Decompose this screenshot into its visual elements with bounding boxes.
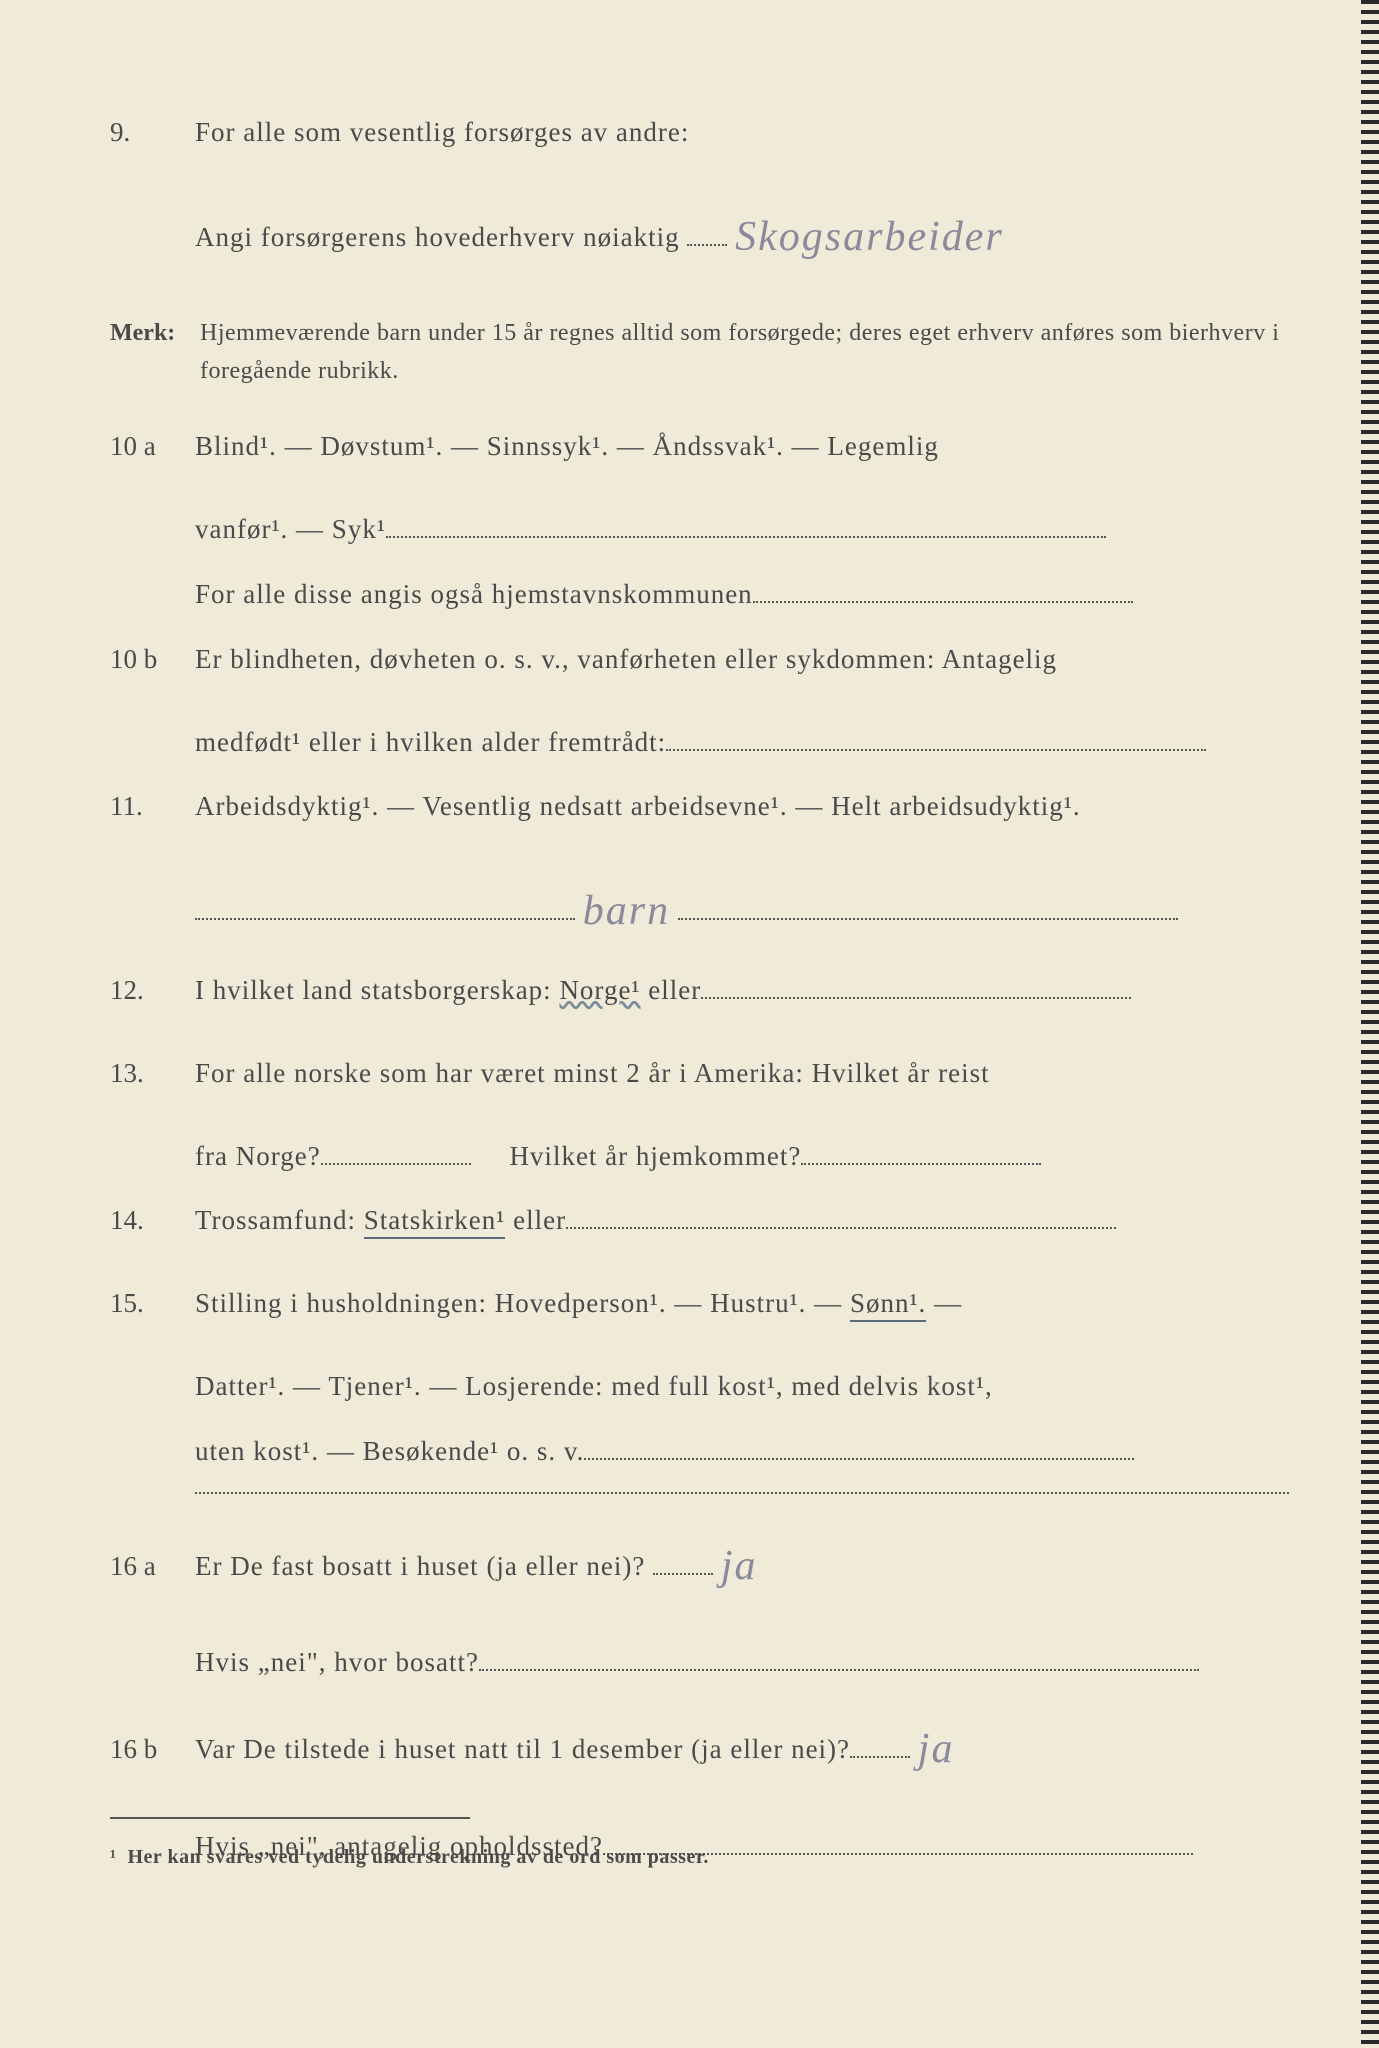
question-13: 13. For alle norske som har været minst …: [110, 1041, 1289, 1106]
q16b-line1: Var De tilstede i huset natt til 1 desem…: [195, 1695, 1289, 1796]
q10a-options-cont: vanfør¹. — Syk¹: [110, 497, 1289, 562]
q16a-number: 16 a: [110, 1534, 195, 1599]
q14-number: 14.: [110, 1188, 195, 1253]
q9-line2: Angi forsørgerens hovederhverv nøiaktig …: [110, 183, 1289, 284]
scan-perforation-edge: [1361, 0, 1379, 2048]
merk-text: Hjemmeværende barn under 15 år regnes al…: [200, 314, 1289, 391]
q15-line3: uten kost¹. — Besøkende¹ o. s. v.: [110, 1419, 1289, 1484]
q10b-number: 10 b: [110, 627, 195, 692]
q10a-number: 10 a: [110, 414, 195, 479]
question-15: 15. Stilling i husholdningen: Hovedperso…: [110, 1271, 1289, 1336]
q15-sonn-underlined: Sønn¹.: [850, 1288, 926, 1322]
question-9: 9. For alle som vesentlig forsørges av a…: [110, 100, 1289, 165]
q10b-line1: Er blindheten, døvheten o. s. v., vanfør…: [195, 627, 1289, 692]
q10a-line2: For alle disse angis også hjemstavnskomm…: [110, 562, 1289, 627]
q16a-line1: Er De fast bosatt i huset (ja eller nei)…: [195, 1512, 1289, 1613]
q11-answer-line: barn: [110, 857, 1289, 958]
footnote-text: Her kan svares ved tydelig understreknin…: [128, 1846, 709, 1868]
q12-text: I hvilket land statsborgerskap: Norge¹ e…: [195, 958, 1289, 1023]
q16b-handwritten-answer: ja: [918, 1699, 955, 1800]
merk-label: Merk:: [110, 314, 200, 391]
q15-blank-line: [195, 1492, 1289, 1494]
q13-line2: fra Norge? Hvilket år hjemkommet?: [110, 1124, 1289, 1189]
q12-underlined: Norge¹: [559, 975, 640, 1005]
q14-underlined: Statskirken¹: [364, 1205, 506, 1239]
q9-line1: For alle som vesentlig forsørges av andr…: [195, 100, 1289, 165]
q16a-handwritten-answer: ja: [721, 1516, 758, 1617]
question-10b: 10 b Er blindheten, døvheten o. s. v., v…: [110, 627, 1289, 692]
merk-note: Merk: Hjemmeværende barn under 15 år reg…: [110, 314, 1289, 391]
footnote-rule: [110, 1817, 470, 1819]
q9-label: Angi forsørgerens hovederhverv nøiaktig: [195, 222, 680, 252]
q15-line2: Datter¹. — Tjener¹. — Losjerende: med fu…: [110, 1354, 1289, 1419]
q13-line1: For alle norske som har været minst 2 år…: [195, 1041, 1289, 1106]
q10b-line2: medfødt¹ eller i hvilken alder fremtrådt…: [110, 710, 1289, 775]
question-16a: 16 a Er De fast bosatt i huset (ja eller…: [110, 1512, 1289, 1613]
question-14: 14. Trossamfund: Statskirken¹ eller: [110, 1188, 1289, 1253]
q16b-number: 16 b: [110, 1717, 195, 1782]
question-10a: 10 a Blind¹. — Døvstum¹. — Sinnssyk¹. — …: [110, 414, 1289, 479]
question-16b: 16 b Var De tilstede i huset natt til 1 …: [110, 1695, 1289, 1796]
q14-text: Trossamfund: Statskirken¹ eller: [195, 1188, 1289, 1253]
q11-text: Arbeidsdyktig¹. — Vesentlig nedsatt arbe…: [195, 774, 1289, 839]
q12-number: 12.: [110, 958, 195, 1023]
question-11: 11. Arbeidsdyktig¹. — Vesentlig nedsatt …: [110, 774, 1289, 839]
footnote-marker: ¹: [110, 1846, 117, 1868]
footnote: ¹ Her kan svares ved tydelig understrekn…: [110, 1846, 709, 1869]
q10a-options: Blind¹. — Døvstum¹. — Sinnssyk¹. — Åndss…: [195, 414, 1289, 479]
question-12: 12. I hvilket land statsborgerskap: Norg…: [110, 958, 1289, 1023]
q15-line1: Stilling i husholdningen: Hovedperson¹. …: [195, 1271, 1289, 1336]
q11-number: 11.: [110, 774, 195, 839]
q11-handwritten-answer: barn: [583, 861, 670, 962]
q9-handwritten-answer: Skogsarbeider: [735, 187, 1004, 288]
q16a-line2: Hvis „nei", hvor bosatt?: [110, 1630, 1289, 1695]
q13-number: 13.: [110, 1041, 195, 1106]
q9-number: 9.: [110, 100, 195, 165]
census-form-page: 9. For alle som vesentlig forsørges av a…: [0, 0, 1379, 1939]
q15-number: 15.: [110, 1271, 195, 1336]
